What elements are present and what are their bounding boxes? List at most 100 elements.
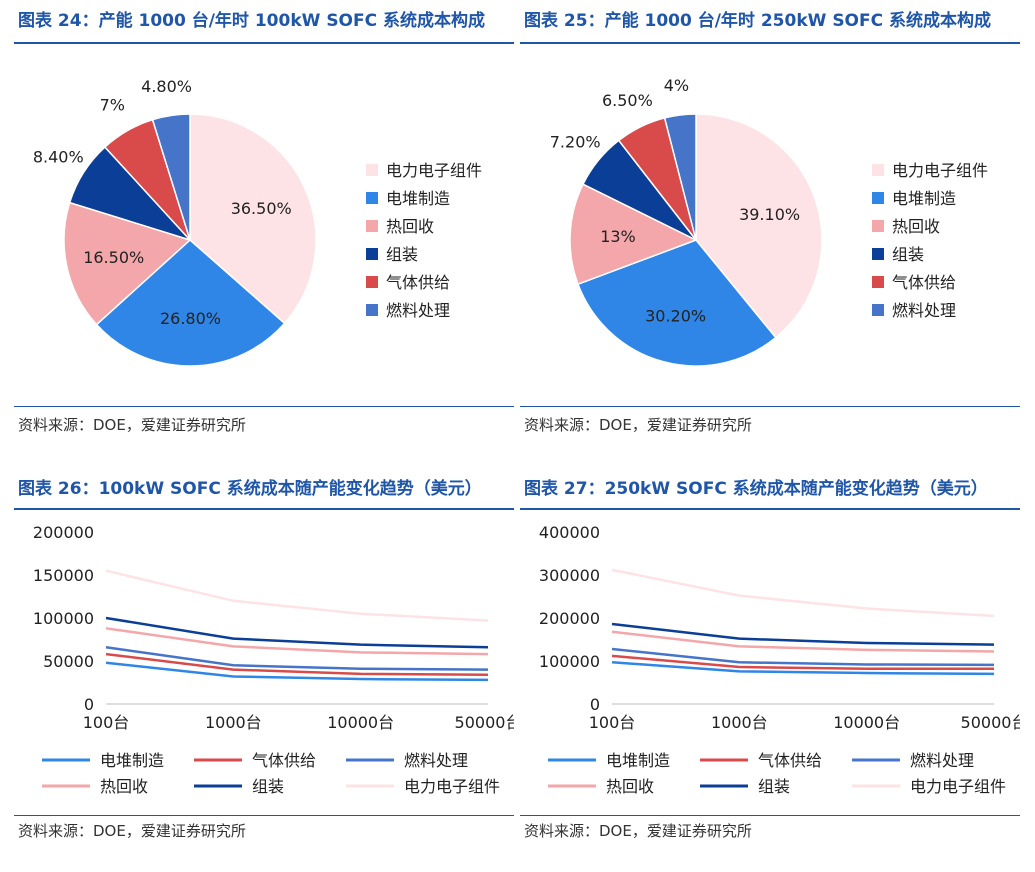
legend-entry: 气体供给 — [252, 751, 316, 770]
legend-swatch — [872, 304, 884, 316]
source-note: 资料来源：DOE，爱建证券研究所 — [524, 416, 752, 434]
source-note: 资料来源：DOE，爱建证券研究所 — [524, 822, 752, 840]
x-tick-label: 100台 — [83, 713, 130, 732]
legend-swatch — [872, 248, 884, 260]
pie-chart: 36.50% 26.80% 16.50% 8.40% 7% 4.80% 电力电子组件电堆制造… — [33, 77, 482, 367]
legend-entry: 电堆制造 — [606, 751, 670, 770]
data-label: 4% — [664, 76, 689, 95]
series-line — [105, 652, 489, 677]
x-tick-label: 1000台 — [711, 713, 768, 732]
y-tick-label: 200000 — [539, 609, 600, 628]
pie-slice — [695, 113, 823, 339]
legend-entry: 燃料处理 — [404, 751, 468, 770]
legend-entry: 电堆制造 — [100, 751, 164, 770]
y-tick-label: 100000 — [33, 609, 94, 628]
legend-entry: 热回收 — [100, 777, 148, 796]
x-tick-label: 1000台 — [205, 713, 262, 732]
x-tick-label: 50000台 — [961, 713, 1020, 732]
y-tick-label: 100000 — [539, 652, 600, 671]
divider — [14, 406, 514, 407]
y-tick-label: 200000 — [33, 523, 94, 542]
legend-entry: 组装 — [892, 245, 924, 264]
data-label: 7.20% — [550, 132, 601, 151]
legend-entry: 燃料处理 — [892, 301, 956, 320]
data-label: 16.50% — [83, 248, 144, 267]
legend-swatch — [366, 164, 378, 176]
x-tick-label: 10000台 — [833, 713, 900, 732]
data-label: 39.10% — [739, 205, 800, 224]
legend-entry: 热回收 — [386, 217, 434, 236]
series-line — [611, 661, 995, 676]
pie-slice — [63, 201, 192, 326]
y-tick-label: 150000 — [33, 566, 94, 585]
x-tick-label: 100台 — [589, 713, 636, 732]
legend-entry: 热回收 — [606, 777, 654, 796]
panel-250kw-trend: 图表 27：250kW SOFC 系统成本随产能变化趋势（美元） 400000 3… — [520, 470, 1020, 840]
legend-swatch — [872, 276, 884, 288]
legend-entry: 组装 — [386, 245, 418, 264]
chart-title: 图表 25：产能 1000 台/年时 250kW SOFC 系统成本构成 — [520, 0, 1020, 44]
data-label: 36.50% — [231, 199, 292, 218]
panel-250kw-composition: 图表 25：产能 1000 台/年时 250kW SOFC 系统成本构成 39.… — [520, 0, 1020, 434]
series-line — [611, 630, 995, 653]
pie-chart: 39.10% 30.20% 13% 7.20% 6.50% 4% 电力电子组件电堆制造热回收… — [550, 76, 988, 367]
legend-entry: 电力电子组件 — [892, 161, 988, 180]
pie-slice — [151, 113, 191, 241]
pie-slice — [577, 239, 777, 367]
legend-entry: 电堆制造 — [386, 189, 450, 208]
legend-entry: 气体供给 — [892, 273, 956, 292]
series-line — [105, 569, 489, 622]
legend-swatch — [366, 304, 378, 316]
data-label: 26.80% — [160, 309, 221, 328]
legend-swatch — [366, 248, 378, 260]
chart-title: 图表 24：产能 1000 台/年时 100kW SOFC 系统成本构成 — [14, 0, 514, 44]
legend-swatch — [872, 192, 884, 204]
y-tick-label: 0 — [84, 695, 94, 714]
legend-entry: 电堆制造 — [892, 189, 956, 208]
source-note: 资料来源：DOE，爱建证券研究所 — [18, 416, 246, 434]
legend-entry: 气体供给 — [386, 273, 450, 292]
y-tick-label: 300000 — [539, 566, 600, 585]
divider — [14, 815, 514, 816]
x-tick-label: 50000台 — [455, 713, 514, 732]
series-line — [105, 646, 489, 671]
series-line — [611, 622, 995, 646]
data-label: 6.50% — [602, 91, 653, 110]
legend-swatch — [366, 220, 378, 232]
y-tick-label: 400000 — [539, 523, 600, 542]
panel-100kw-trend: 图表 26：100kW SOFC 系统成本随产能变化趋势（美元） 200000 1… — [14, 470, 514, 840]
data-label: 8.40% — [33, 147, 84, 166]
series-line — [105, 627, 489, 656]
legend-entry: 组装 — [758, 777, 790, 796]
legend-entry: 气体供给 — [758, 751, 822, 770]
legend-swatch — [366, 192, 378, 204]
pie-slice — [189, 113, 317, 325]
divider — [520, 815, 1020, 816]
y-tick-label: 0 — [590, 695, 600, 714]
data-label: 7% — [100, 96, 125, 115]
series-line — [611, 647, 995, 667]
data-label: 4.80% — [141, 77, 192, 96]
y-tick-label: 50000 — [43, 652, 94, 671]
chart-title: 图表 27：250kW SOFC 系统成本随产能变化趋势（美元） — [520, 470, 1020, 510]
series-line — [105, 661, 489, 682]
panel-100kw-composition: 图表 24：产能 1000 台/年时 100kW SOFC 系统成本构成 36.… — [14, 0, 514, 434]
series-line — [611, 568, 995, 618]
chart-title: 图表 26：100kW SOFC 系统成本随产能变化趋势（美元） — [14, 470, 514, 510]
series-line — [611, 654, 994, 670]
source-note: 资料来源：DOE，爱建证券研究所 — [18, 822, 246, 840]
x-tick-label: 10000台 — [327, 713, 394, 732]
pie-slice — [95, 238, 286, 367]
legend-entry: 电力电子组件 — [404, 777, 500, 796]
divider — [520, 406, 1020, 407]
legend-swatch — [872, 220, 884, 232]
legend-entry: 组装 — [252, 777, 284, 796]
legend-entry: 电力电子组件 — [386, 161, 482, 180]
pie-slice — [663, 113, 697, 241]
data-label: 30.20% — [645, 306, 706, 325]
data-label: 13% — [600, 227, 636, 246]
legend-entry: 电力电子组件 — [910, 777, 1006, 796]
series-line — [105, 616, 489, 649]
